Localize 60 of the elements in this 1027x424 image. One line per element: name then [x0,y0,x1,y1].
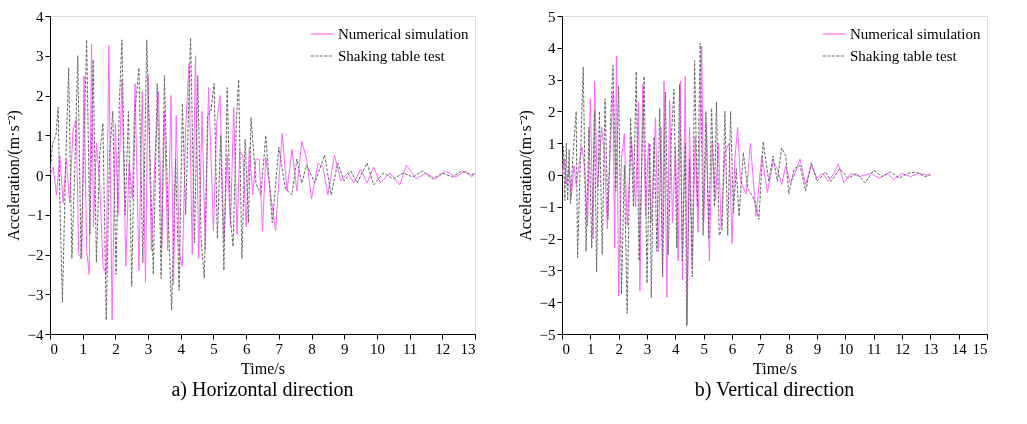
y-tick-label: −1 [539,199,556,216]
y-tick-label: −1 [27,207,44,224]
x-tick-label: 7 [757,340,766,357]
x-tick-label: 1 [79,340,87,357]
y-tick-label: 4 [36,8,44,25]
y-tick-label: 0 [548,167,556,184]
x-tick-label: 14 [951,340,968,357]
x-tick-label: 2 [615,340,623,357]
x-tick-label: 3 [144,340,153,357]
y-tick-label: −4 [539,294,556,311]
x-tick-label: 13 [460,340,476,357]
x-tick-label: 0 [562,340,570,357]
x-tick-label: 10 [369,340,385,357]
x-tick-label: 11 [402,340,418,357]
x-tick-label: 10 [838,340,854,357]
x-tick-label: 12 [895,340,910,357]
x-tick-label: 4 [177,340,186,357]
y-tick-label: 2 [36,88,44,104]
x-tick-label: 8 [308,340,316,357]
y-tick-label: 1 [548,135,556,152]
x-tick-label: 6 [242,340,251,357]
y-tick-label: 5 [548,8,556,25]
y-tick-label: 2 [548,103,556,120]
x-tick-label: 4 [672,340,681,357]
x-tick-label: 9 [340,340,349,357]
x-tick-label: 8 [785,340,793,357]
y-axis-title: Acceleration/(m·s⁻²) [516,110,535,241]
x-tick-label: 9 [813,340,822,357]
y-tick-label: 3 [548,72,556,89]
y-tick-label: −3 [539,262,556,279]
x-tick-label: 1 [587,340,595,357]
legend-label: Numerical simulation [338,26,469,42]
legend-label: Shaking table test [338,48,446,64]
x-tick-label: 0 [50,340,58,357]
text: b) Vertical direction [694,378,855,401]
y-tick-label: −5 [539,326,556,343]
y-tick-label: −3 [27,286,44,303]
x-tick-label: 11 [866,340,882,357]
x-axis-title: Time/s [753,359,797,377]
x-tick-label: 2 [112,340,120,357]
x-tick-label: 5 [700,340,708,357]
x-axis-title: Time/s [241,359,285,377]
legend-label: Numerical simulation [850,26,981,42]
y-tick-label: 3 [36,48,44,65]
text: a) Horizontal direction [171,378,354,401]
x-tick-label: 6 [728,340,737,357]
x-tick-label: 12 [435,340,451,357]
y-tick-label: −2 [27,247,44,263]
y-tick-label: −2 [539,231,556,248]
x-tick-label: 3 [643,340,652,357]
legend-label: Shaking table test [850,48,958,64]
x-tick-label: 13 [923,340,939,357]
y-axis-title: Acceleration/(m·s⁻²) [4,110,23,241]
y-tick-label: 4 [548,40,556,57]
y-tick-label: 0 [36,167,44,184]
y-tick-label: −4 [27,326,44,343]
x-tick-label: 15 [972,340,988,357]
y-tick-label: 1 [36,127,44,144]
x-tick-label: 5 [210,340,218,357]
x-tick-label: 7 [275,340,284,357]
